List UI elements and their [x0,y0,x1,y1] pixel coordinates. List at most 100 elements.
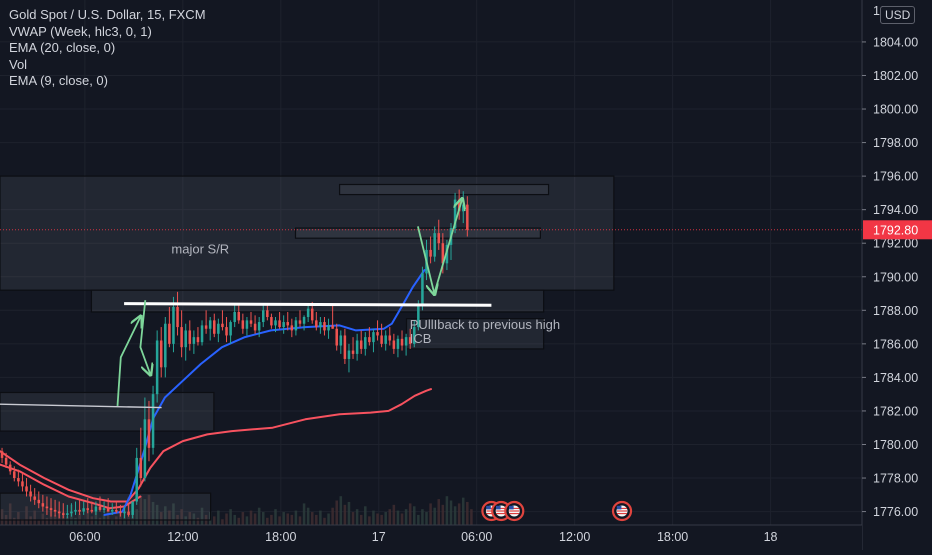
candle-body[interactable] [396,338,400,349]
legend-symbol[interactable]: Gold Spot / U.S. Dollar, 15, FXCM [9,7,206,22]
candle-body[interactable] [380,335,383,344]
arrow-annotation[interactable] [433,200,462,294]
candle-body[interactable] [302,317,306,324]
candle-body[interactable] [221,323,224,328]
candle-body[interactable] [347,350,351,359]
trend-line[interactable] [124,302,492,307]
candle-body[interactable] [164,323,167,368]
candle-body[interactable] [294,320,298,331]
candle-body[interactable] [25,486,28,492]
candle-body[interactable] [270,317,273,326]
candle-body[interactable] [184,330,187,348]
candle-body[interactable] [404,337,408,346]
candle-body[interactable] [315,320,318,328]
candle-body[interactable] [78,509,81,512]
candle-body[interactable] [384,335,387,344]
candle-body[interactable] [392,340,396,349]
candle-body[interactable] [196,337,200,343]
candle-body[interactable] [461,204,465,212]
candle-body[interactable] [0,451,4,458]
candle-body[interactable] [135,457,138,502]
zone-rectangle[interactable] [405,318,545,350]
candle-body[interactable] [417,305,420,328]
zone-rectangle[interactable] [90,289,545,313]
candle-body[interactable] [364,337,367,349]
arrow-annotation[interactable] [417,226,434,293]
candle-body[interactable] [257,322,261,331]
candle-body[interactable] [453,199,457,229]
candle-body[interactable] [159,340,163,368]
candle-body[interactable] [66,513,69,515]
candle-body[interactable] [310,308,314,321]
candle-body[interactable] [229,322,232,336]
candle-body[interactable] [143,419,147,479]
candle-body[interactable] [376,332,379,336]
last-price-badge[interactable] [863,220,932,240]
candle-body[interactable] [213,320,216,334]
candle-body[interactable] [245,320,249,329]
candle-body[interactable] [274,320,277,326]
candle-body[interactable] [139,457,143,479]
candle-body[interactable] [37,499,41,504]
candle-body[interactable] [98,506,102,510]
us-flag-icon[interactable] [504,500,525,522]
candle-body[interactable] [355,340,359,354]
candle-body[interactable] [21,481,24,487]
candle-body[interactable] [359,340,363,349]
candle-body[interactable] [335,328,338,346]
candle-body[interactable] [253,323,257,331]
candle-body[interactable] [172,306,175,344]
trend-line[interactable] [0,403,162,409]
candle-body[interactable] [106,508,110,512]
candle-body[interactable] [429,249,432,257]
candle-body[interactable] [290,325,294,331]
candle-body[interactable] [413,327,416,344]
candle-body[interactable] [266,310,269,318]
candle-body[interactable] [86,508,90,510]
candle-body[interactable] [445,244,449,264]
candle-body[interactable] [437,233,441,244]
candle-body[interactable] [155,340,159,395]
candle-body[interactable] [331,325,334,329]
candle-body[interactable] [115,509,118,512]
candle-body[interactable] [200,325,204,343]
candle-body[interactable] [176,306,179,328]
candle-body[interactable] [286,322,290,326]
candle-body[interactable] [441,243,445,264]
currency-button[interactable]: USD [880,6,916,24]
candle-body[interactable] [94,506,98,512]
legend-vwap[interactable]: VWAP (Week, hlc3, 0, 1) [9,23,152,39]
zone-rectangle[interactable] [0,391,215,432]
candle-body[interactable] [45,506,49,509]
arrow-annotation[interactable] [139,300,150,374]
candle-body[interactable] [151,394,155,448]
candle-body[interactable] [110,509,114,512]
candle-body[interactable] [249,320,253,324]
legend-ema20[interactable]: EMA (20, close, 0) [9,40,116,55]
candle-body[interactable] [204,325,208,329]
us-flag-icon[interactable] [611,500,633,522]
candle-body[interactable] [4,457,8,465]
candle-body[interactable] [53,509,57,512]
candle-body[interactable] [127,511,130,515]
candle-body[interactable] [208,320,212,329]
candle-body[interactable] [57,511,61,514]
candle-body[interactable] [41,503,45,507]
candle-body[interactable] [388,335,392,341]
candle-body[interactable] [61,513,65,515]
candle-body[interactable] [298,320,302,324]
candle-body[interactable] [17,478,20,482]
candle-body[interactable] [306,308,310,318]
legend-volume[interactable]: Vol [9,56,28,72]
candle-body[interactable] [261,310,265,323]
candle-body[interactable] [282,322,285,328]
candle-body[interactable] [123,511,126,514]
candle-body[interactable] [8,464,12,472]
candle-body[interactable] [90,509,94,512]
candle-body[interactable] [339,335,343,346]
candle-body[interactable] [343,335,347,359]
candle-body[interactable] [82,508,85,512]
candle-body[interactable] [233,311,236,323]
zone-rectangle[interactable] [338,183,550,196]
